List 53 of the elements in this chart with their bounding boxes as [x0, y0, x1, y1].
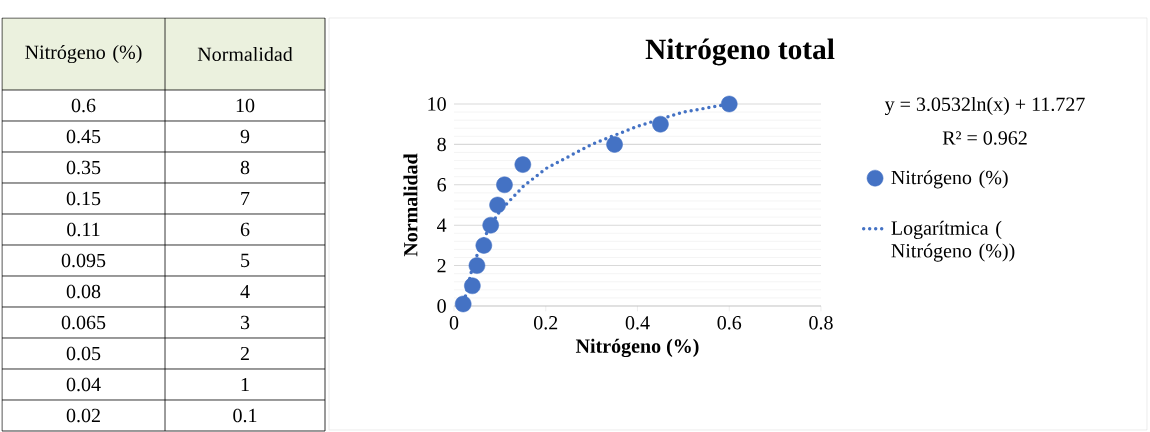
text: 2 — [240, 346, 249, 361]
legend-label: Logarítmica ( Nitrógeno (%)) — [891, 220, 1015, 262]
point — [652, 115, 669, 133]
text: 0.095 — [61, 253, 106, 268]
point — [720, 95, 738, 113]
point — [489, 196, 506, 214]
text: Normalidad — [197, 46, 293, 62]
legend-label: Nitrógeno (%) — [891, 170, 1008, 189]
text: 0.05 — [66, 346, 101, 361]
text: 0.065 — [61, 315, 106, 330]
point — [468, 257, 486, 274]
y-tick-label: 8 — [437, 137, 446, 152]
text: Nitrógeno (%) — [25, 44, 142, 64]
y-tick-label: 4 — [437, 218, 447, 232]
y-axis-title: Normalidad — [403, 153, 418, 257]
text: 0.6 — [71, 98, 96, 113]
text: 3 — [240, 315, 250, 330]
x-tick-label: 0.6 — [717, 316, 742, 330]
text: 0.35 — [66, 160, 101, 175]
point — [606, 136, 623, 153]
point — [464, 277, 481, 295]
text: 8 — [240, 160, 250, 175]
text: 1 — [241, 377, 249, 392]
text: 9 — [240, 129, 250, 144]
x-tick-label: 0.4 — [625, 316, 650, 330]
point — [475, 237, 493, 254]
y-tick-label: 0 — [437, 299, 446, 313]
text: 10 — [236, 98, 255, 113]
text: 5 — [241, 253, 250, 268]
text: 0.04 — [66, 377, 101, 392]
point — [514, 156, 532, 173]
y-tick-label: 6 — [437, 178, 447, 192]
text: R² = 0.962 — [942, 131, 1027, 145]
text: y = 3.0532ln(x) + 11.727 — [884, 96, 1085, 116]
text: 0.15 — [66, 191, 101, 206]
text: 0.08 — [66, 284, 101, 299]
text: 0.11 — [67, 222, 100, 237]
point — [482, 216, 499, 234]
x-tick-label: 0 — [449, 316, 459, 330]
x-tick-label: 0.8 — [809, 316, 833, 330]
x-axis-title: Nitrógeno (%) — [575, 338, 699, 358]
chart-title: Nitrógeno total — [645, 38, 835, 66]
y-tick-label: 2 — [437, 258, 446, 273]
point — [496, 176, 513, 194]
text: 0.02 — [66, 408, 100, 423]
text: 0.45 — [66, 129, 101, 144]
y-tick-label: 10 — [428, 97, 446, 111]
text: 7 — [241, 191, 250, 206]
text: 4 — [240, 284, 250, 299]
text: 6 — [240, 222, 250, 237]
x-tick-label: 0.2 — [534, 316, 558, 330]
text: 0.1 — [233, 408, 257, 423]
point — [454, 295, 472, 313]
